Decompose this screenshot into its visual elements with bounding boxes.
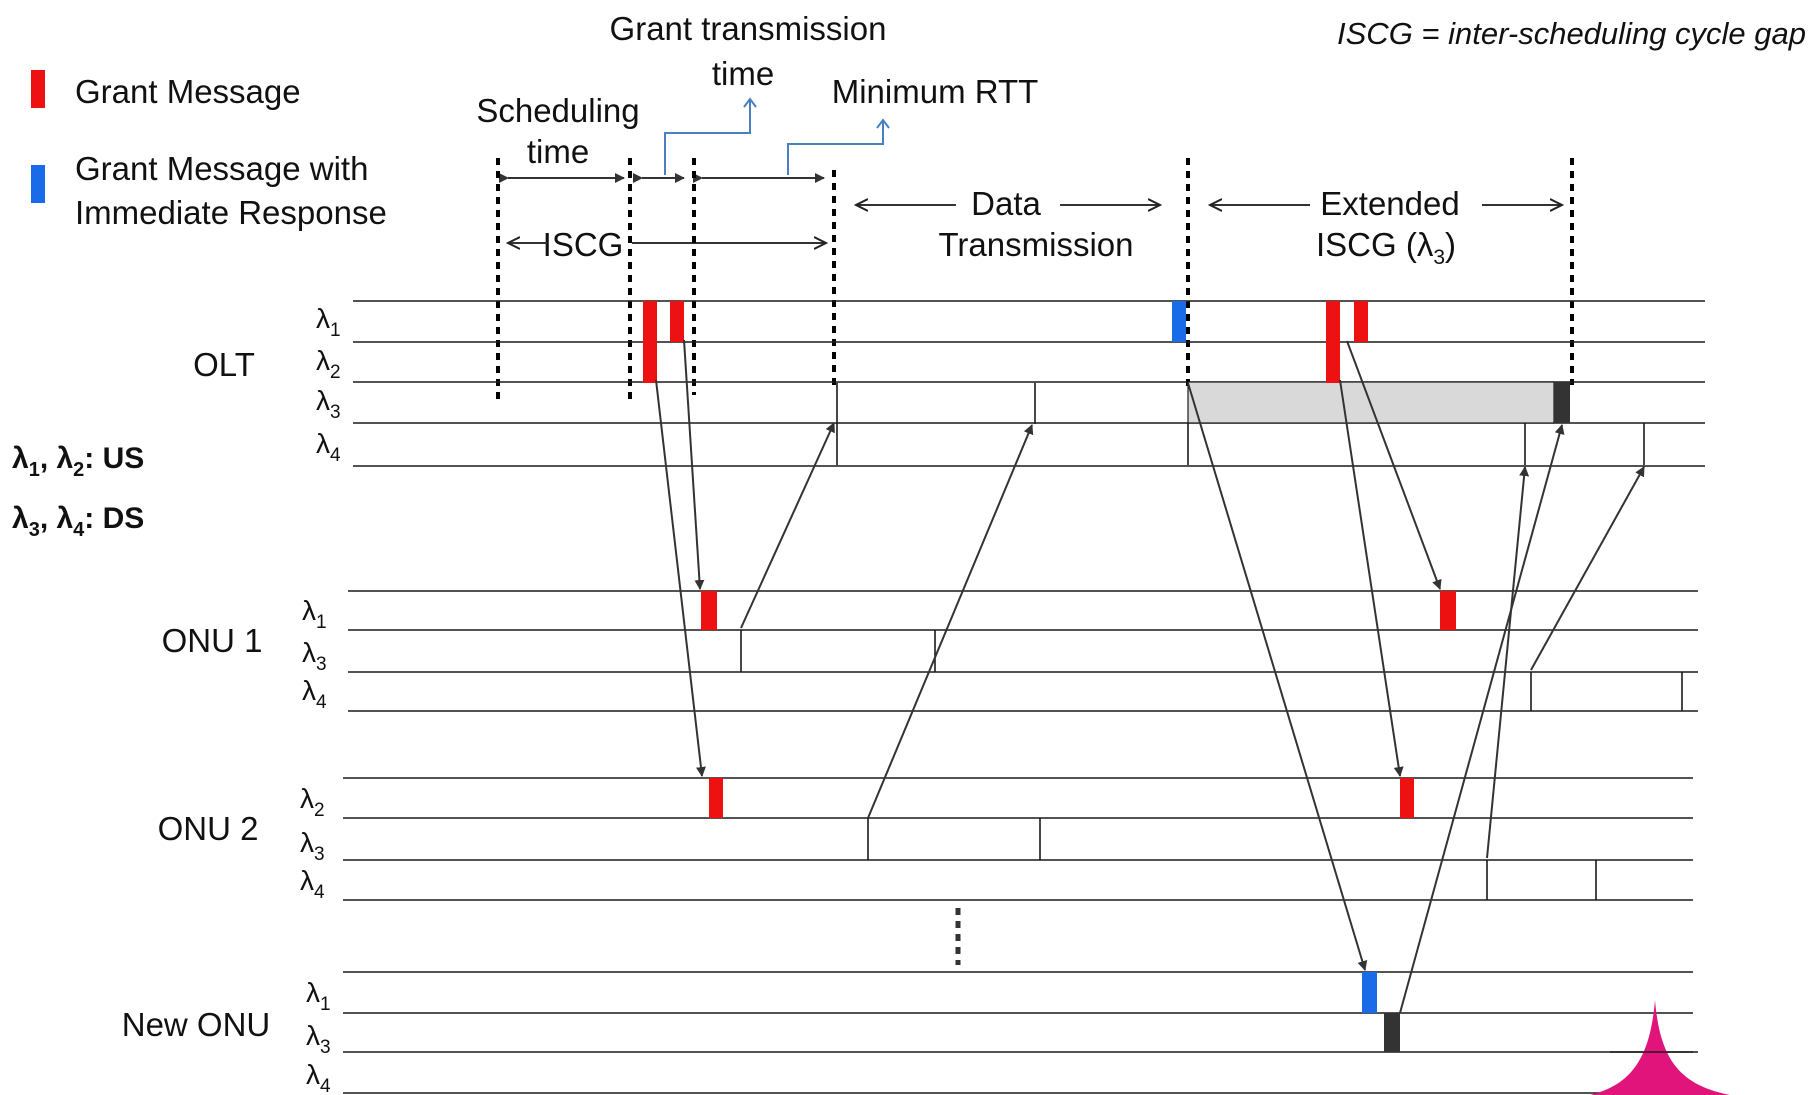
legend-immediate-label-2: Immediate Response [75, 194, 387, 231]
scheduling-time-label-2: time [527, 133, 589, 170]
minimum-rtt-label: Minimum RTT [832, 73, 1039, 110]
new-onu-lambda-4: λ4 [306, 1059, 331, 1095]
grant-tx-callout [664, 100, 751, 175]
propagation-arrows [655, 339, 1645, 1014]
olt-lambda-1: λ1 [316, 303, 341, 341]
legend-immediate-swatch [31, 165, 45, 203]
device-onu2: ONU 2 [158, 810, 259, 847]
legend-grant-label: Grant Message [75, 73, 301, 110]
device-olt: OLT [193, 346, 255, 383]
min-rtt-callout-head [876, 118, 890, 129]
olt-lambda-2: λ2 [316, 345, 341, 383]
device-new-onu: New ONU [122, 1006, 271, 1043]
data-tx-label-2: Transmission [939, 226, 1134, 263]
iscg-label: ISCG [543, 226, 624, 263]
onu1-lambda-4: λ4 [302, 675, 327, 713]
onu1-lambda-1: λ1 [302, 595, 327, 633]
legend-grant-swatch [31, 70, 45, 108]
onu2-lambda-3: λ3 [300, 827, 325, 865]
new-onu-response-block [1384, 1013, 1400, 1052]
onu2-lambda-4: λ4 [300, 865, 325, 903]
min-rtt-callout [787, 120, 884, 175]
grant-tx-label-1: Grant transmission [610, 10, 887, 47]
onu2-wavelengths [343, 777, 1693, 901]
logo-graphic [1590, 1000, 1730, 1095]
frame-ticks [740, 383, 1683, 900]
ds-key: λ3, λ4: DS [12, 502, 144, 541]
grant-tx-label-2: time [712, 55, 774, 92]
onu2-lambda-2: λ2 [300, 783, 325, 821]
onu1-wavelengths [348, 590, 1698, 712]
scheduling-time-label-1: Scheduling [476, 92, 639, 129]
extended-iscg-label-2: ISCG (λ3) [1316, 226, 1456, 269]
onu1-lambda-3: λ3 [302, 637, 327, 675]
new-onu-lambda-3: λ3 [306, 1020, 331, 1058]
grant-tx-callout-head [743, 97, 757, 108]
data-tx-label-1: Data [971, 185, 1041, 222]
iscg-definition-note: ISCG = inter-scheduling cycle gap [1337, 16, 1806, 51]
new-onu-wavelengths [343, 971, 1693, 1094]
olt-receive-block [1554, 382, 1570, 423]
legend-immediate-label-1: Grant Message with [75, 150, 368, 187]
us-key: λ1, λ2: US [12, 442, 144, 481]
device-onu1: ONU 1 [162, 622, 263, 659]
extended-iscg-label-1: Extended [1320, 185, 1459, 222]
new-onu-immediate-grant [1362, 972, 1377, 1013]
grant-messages [643, 301, 1456, 818]
new-onu-lambda-1: λ1 [306, 977, 331, 1015]
olt-lambda-3: λ3 [316, 385, 341, 423]
olt-immediate-grant [1172, 301, 1186, 342]
olt-lambda-4: λ4 [316, 428, 341, 466]
